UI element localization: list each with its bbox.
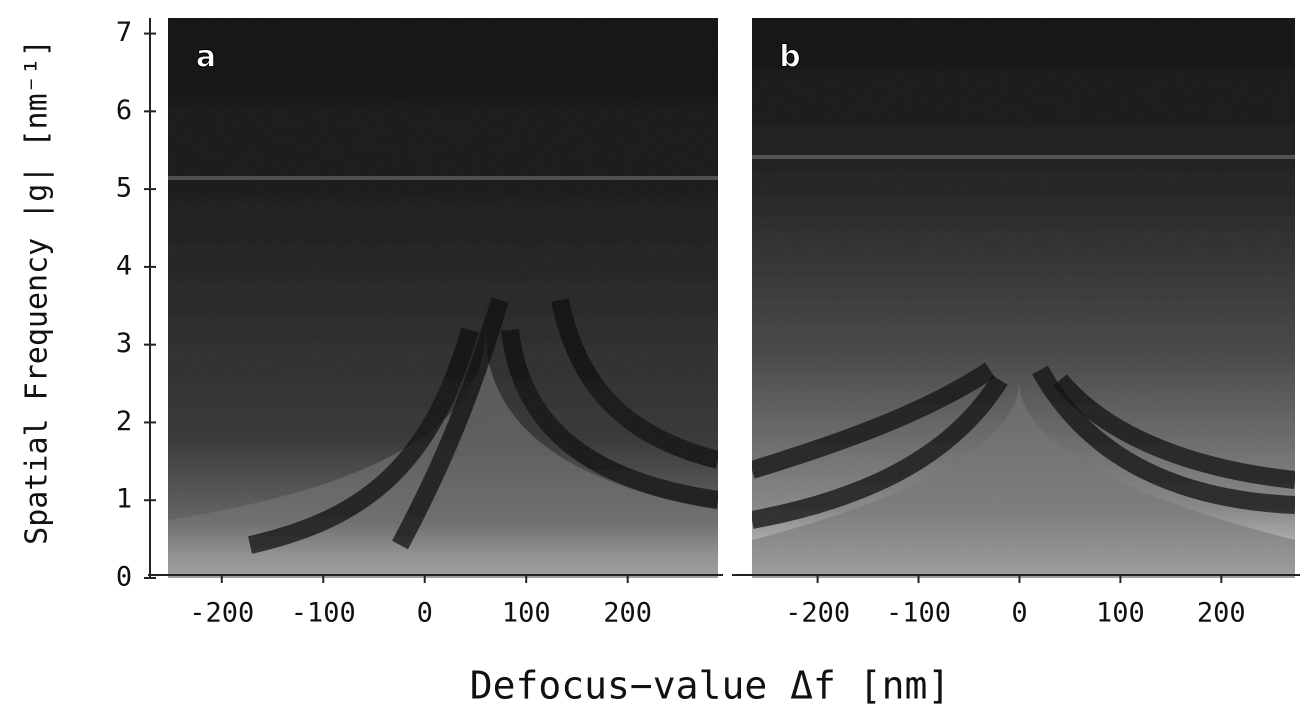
y-tick-label: 4 <box>116 250 132 281</box>
y-tick-label: 5 <box>116 173 132 204</box>
x-tick-label: 100 <box>1096 598 1145 629</box>
y-tick-label: 3 <box>116 328 132 359</box>
fringe <box>749 362 995 479</box>
fringe <box>750 375 1008 529</box>
panel-label: b <box>779 40 800 75</box>
fringe <box>392 297 509 550</box>
fringe <box>501 328 720 509</box>
fringe <box>1032 365 1296 514</box>
bright-cone <box>752 380 1295 578</box>
y-axis-label: Spatial Frequency |g| [nm⁻¹] <box>20 39 55 545</box>
x-tick-label: 100 <box>502 598 551 629</box>
y-tick-label: 1 <box>116 484 132 515</box>
y-tick-label: 2 <box>116 406 132 437</box>
fringe <box>1053 374 1296 489</box>
x-tick-label: -100 <box>291 598 356 629</box>
x-tick-label: 200 <box>1197 598 1246 629</box>
x-tick-label: -200 <box>189 598 254 629</box>
image-panel <box>749 18 1296 578</box>
x-tick-label: 200 <box>603 598 652 629</box>
fringe <box>551 298 721 469</box>
x-tick-label: -200 <box>785 598 850 629</box>
x-axis-label: Defocus−value Δf [nm] <box>470 664 950 708</box>
panel-label: a <box>196 40 216 75</box>
image-panel <box>168 18 721 578</box>
y-tick-label: 7 <box>116 17 132 48</box>
x-tick-label: -100 <box>886 598 951 629</box>
y-tick-label: 6 <box>116 95 132 126</box>
fringe <box>248 327 479 554</box>
x-tick-label: 0 <box>1011 598 1027 629</box>
x-tick-label: 0 <box>417 598 433 629</box>
y-tick-label: 0 <box>116 562 132 593</box>
